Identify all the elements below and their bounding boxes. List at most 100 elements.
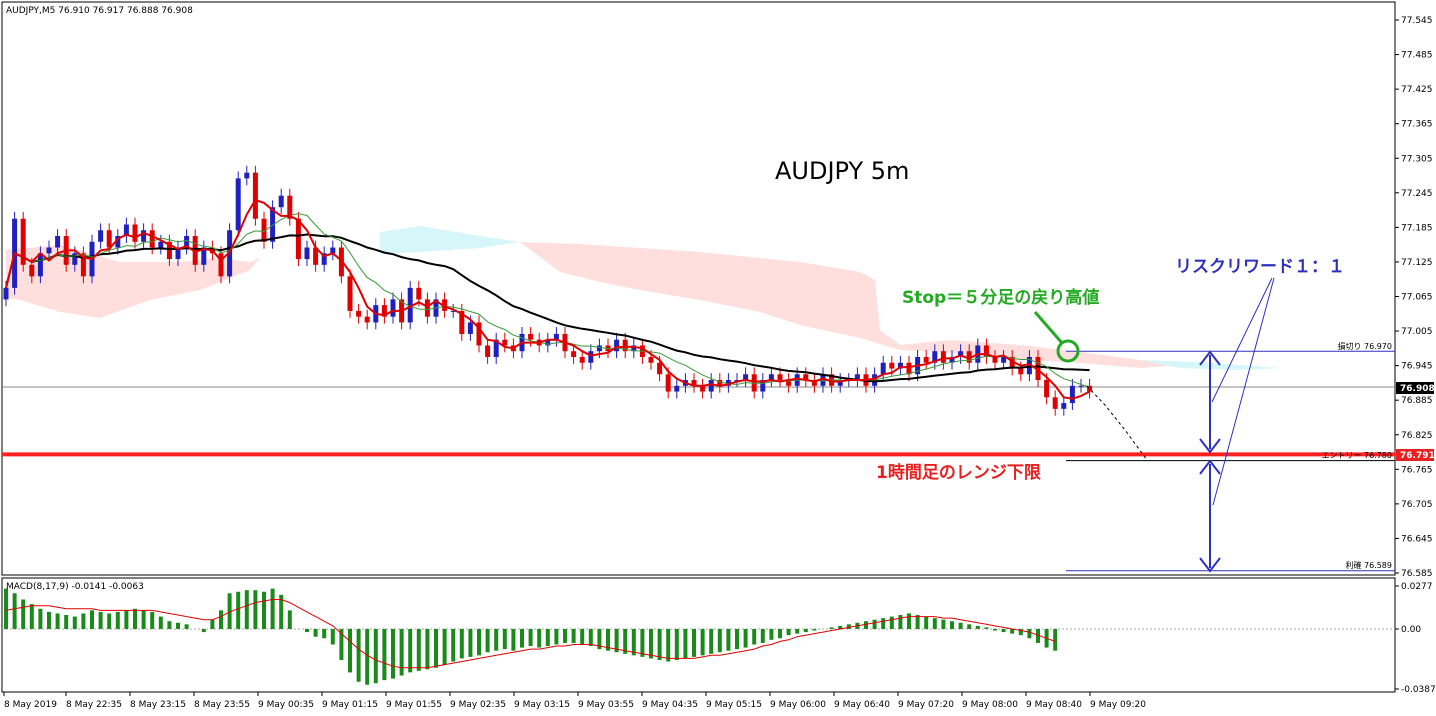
- candle-body: [364, 316, 370, 323]
- candle-body: [614, 339, 620, 352]
- cloud-bear-segment: [520, 242, 1180, 368]
- risk-arrow-head-down: [1199, 438, 1221, 454]
- candle-body: [983, 345, 989, 357]
- candle-body: [1018, 368, 1024, 375]
- candle-body: [502, 339, 508, 346]
- candle-body: [1078, 385, 1084, 387]
- ma-short-line: [5, 198, 1091, 400]
- candle-body: [347, 276, 353, 311]
- candle-body: [467, 322, 473, 334]
- candle-body: [665, 374, 671, 392]
- candle-body: [3, 287, 9, 300]
- time-tick-label: 9 May 06:40: [834, 700, 890, 710]
- candle-body: [992, 356, 998, 363]
- candle-body: [1052, 397, 1058, 409]
- candle-body: [949, 356, 955, 363]
- candle-body: [158, 241, 164, 248]
- cloud-bull-segment: [380, 226, 520, 254]
- candle-body: [691, 380, 697, 386]
- candle-body: [141, 230, 147, 242]
- candle-body: [123, 224, 129, 237]
- chart-title: AUDJPY 5m: [775, 157, 909, 185]
- entry-level-label: エントリー 76.780: [1321, 451, 1392, 460]
- candle-body: [381, 305, 387, 317]
- candle-body: [115, 236, 121, 248]
- price-tick-label: 76.945: [1401, 362, 1433, 372]
- time-tick-label: 9 May 08:00: [962, 700, 1018, 710]
- candle-body: [786, 380, 792, 386]
- time-tick-label: 8 May 22:35: [66, 700, 122, 710]
- target-level-label: 利確 76.589: [1345, 560, 1392, 570]
- stop-pointer-line: [1033, 311, 1064, 344]
- time-tick-label: 9 May 06:00: [770, 700, 826, 710]
- candle-body: [261, 218, 267, 242]
- candle-body: [407, 287, 413, 323]
- candle-body: [270, 207, 276, 242]
- ma-mid-line: [5, 213, 1090, 388]
- stop-annotation: Stop＝５分足の戻り高値: [902, 287, 1099, 308]
- candle-body: [1035, 356, 1041, 381]
- macd-header: MACD(8,17,9) -0.0141 -0.0063: [6, 582, 144, 592]
- price-panel-frame: [1, 1, 1396, 576]
- candle-body: [1069, 385, 1075, 404]
- candle-body: [287, 195, 293, 219]
- candle-body: [330, 247, 336, 254]
- price-tick-label: 77.245: [1401, 189, 1433, 199]
- candle-body: [880, 362, 886, 375]
- projection-line: [1086, 385, 1148, 461]
- candle-body: [80, 253, 86, 277]
- candle-body: [304, 247, 310, 260]
- time-tick-label: 9 May 03:15: [514, 700, 570, 710]
- macd-signal-line: [5, 599, 1056, 669]
- stop-highlight-circle: [1056, 339, 1080, 363]
- time-tick-label: 9 May 09:20: [1090, 700, 1146, 710]
- candle-body: [295, 218, 301, 260]
- candle-body: [20, 218, 26, 265]
- candle-body: [313, 247, 319, 265]
- candle-body: [37, 253, 43, 277]
- candle-body: [958, 351, 964, 357]
- price-tick-label: 77.425: [1401, 85, 1433, 95]
- candle-body: [571, 351, 577, 357]
- price-tick-label: 76.885: [1401, 396, 1433, 406]
- risk-reward-arrows: [1199, 277, 1275, 573]
- candle-body: [528, 333, 534, 340]
- candle-body: [717, 380, 723, 386]
- range-price-tag-text: 76.791: [1400, 451, 1435, 461]
- current-price-tag-text: 76.908: [1400, 384, 1435, 394]
- price-tick-label: 77.065: [1401, 293, 1433, 303]
- price-tick-label: 76.645: [1401, 534, 1433, 544]
- price-tick-label: 77.005: [1401, 327, 1433, 337]
- candle-body: [201, 247, 207, 265]
- candle-body: [553, 333, 559, 340]
- reward-arrow-head-up: [1199, 459, 1221, 475]
- candle-body: [777, 374, 783, 381]
- candle-body: [356, 310, 362, 317]
- candle-body: [98, 230, 104, 242]
- price-tick-label: 77.185: [1401, 223, 1433, 233]
- price-tick-label: 77.365: [1401, 120, 1433, 130]
- price-tick-label: 76.585: [1401, 569, 1433, 579]
- candle-body: [743, 374, 749, 381]
- candle-body: [1061, 403, 1067, 409]
- candle-body: [235, 178, 241, 231]
- price-tick-label: 76.825: [1401, 431, 1433, 441]
- time-tick-label: 8 May 2019: [4, 700, 57, 710]
- candle-body: [278, 195, 284, 208]
- candle-body: [966, 351, 972, 363]
- candle-body: [166, 241, 172, 260]
- candle-body: [596, 345, 602, 352]
- candle-body: [459, 310, 465, 334]
- current-price-tag: [1396, 382, 1434, 394]
- price-tick-label: 77.485: [1401, 51, 1433, 61]
- candle-body: [1001, 356, 1007, 363]
- candle-body: [149, 230, 155, 248]
- rr-pointer-2: [1212, 277, 1275, 506]
- time-tick-label: 9 May 07:20: [898, 700, 954, 710]
- candle-body: [674, 385, 680, 392]
- risk-reward-annotation: リスクリワード１：１: [1175, 257, 1345, 277]
- price-axis: 77.545 77.485 77.425 77.365 77.305 77.245 77.1…: [1395, 16, 1433, 579]
- time-tick-label: 9 May 02:35: [450, 700, 506, 710]
- moving-averages: [5, 198, 1091, 400]
